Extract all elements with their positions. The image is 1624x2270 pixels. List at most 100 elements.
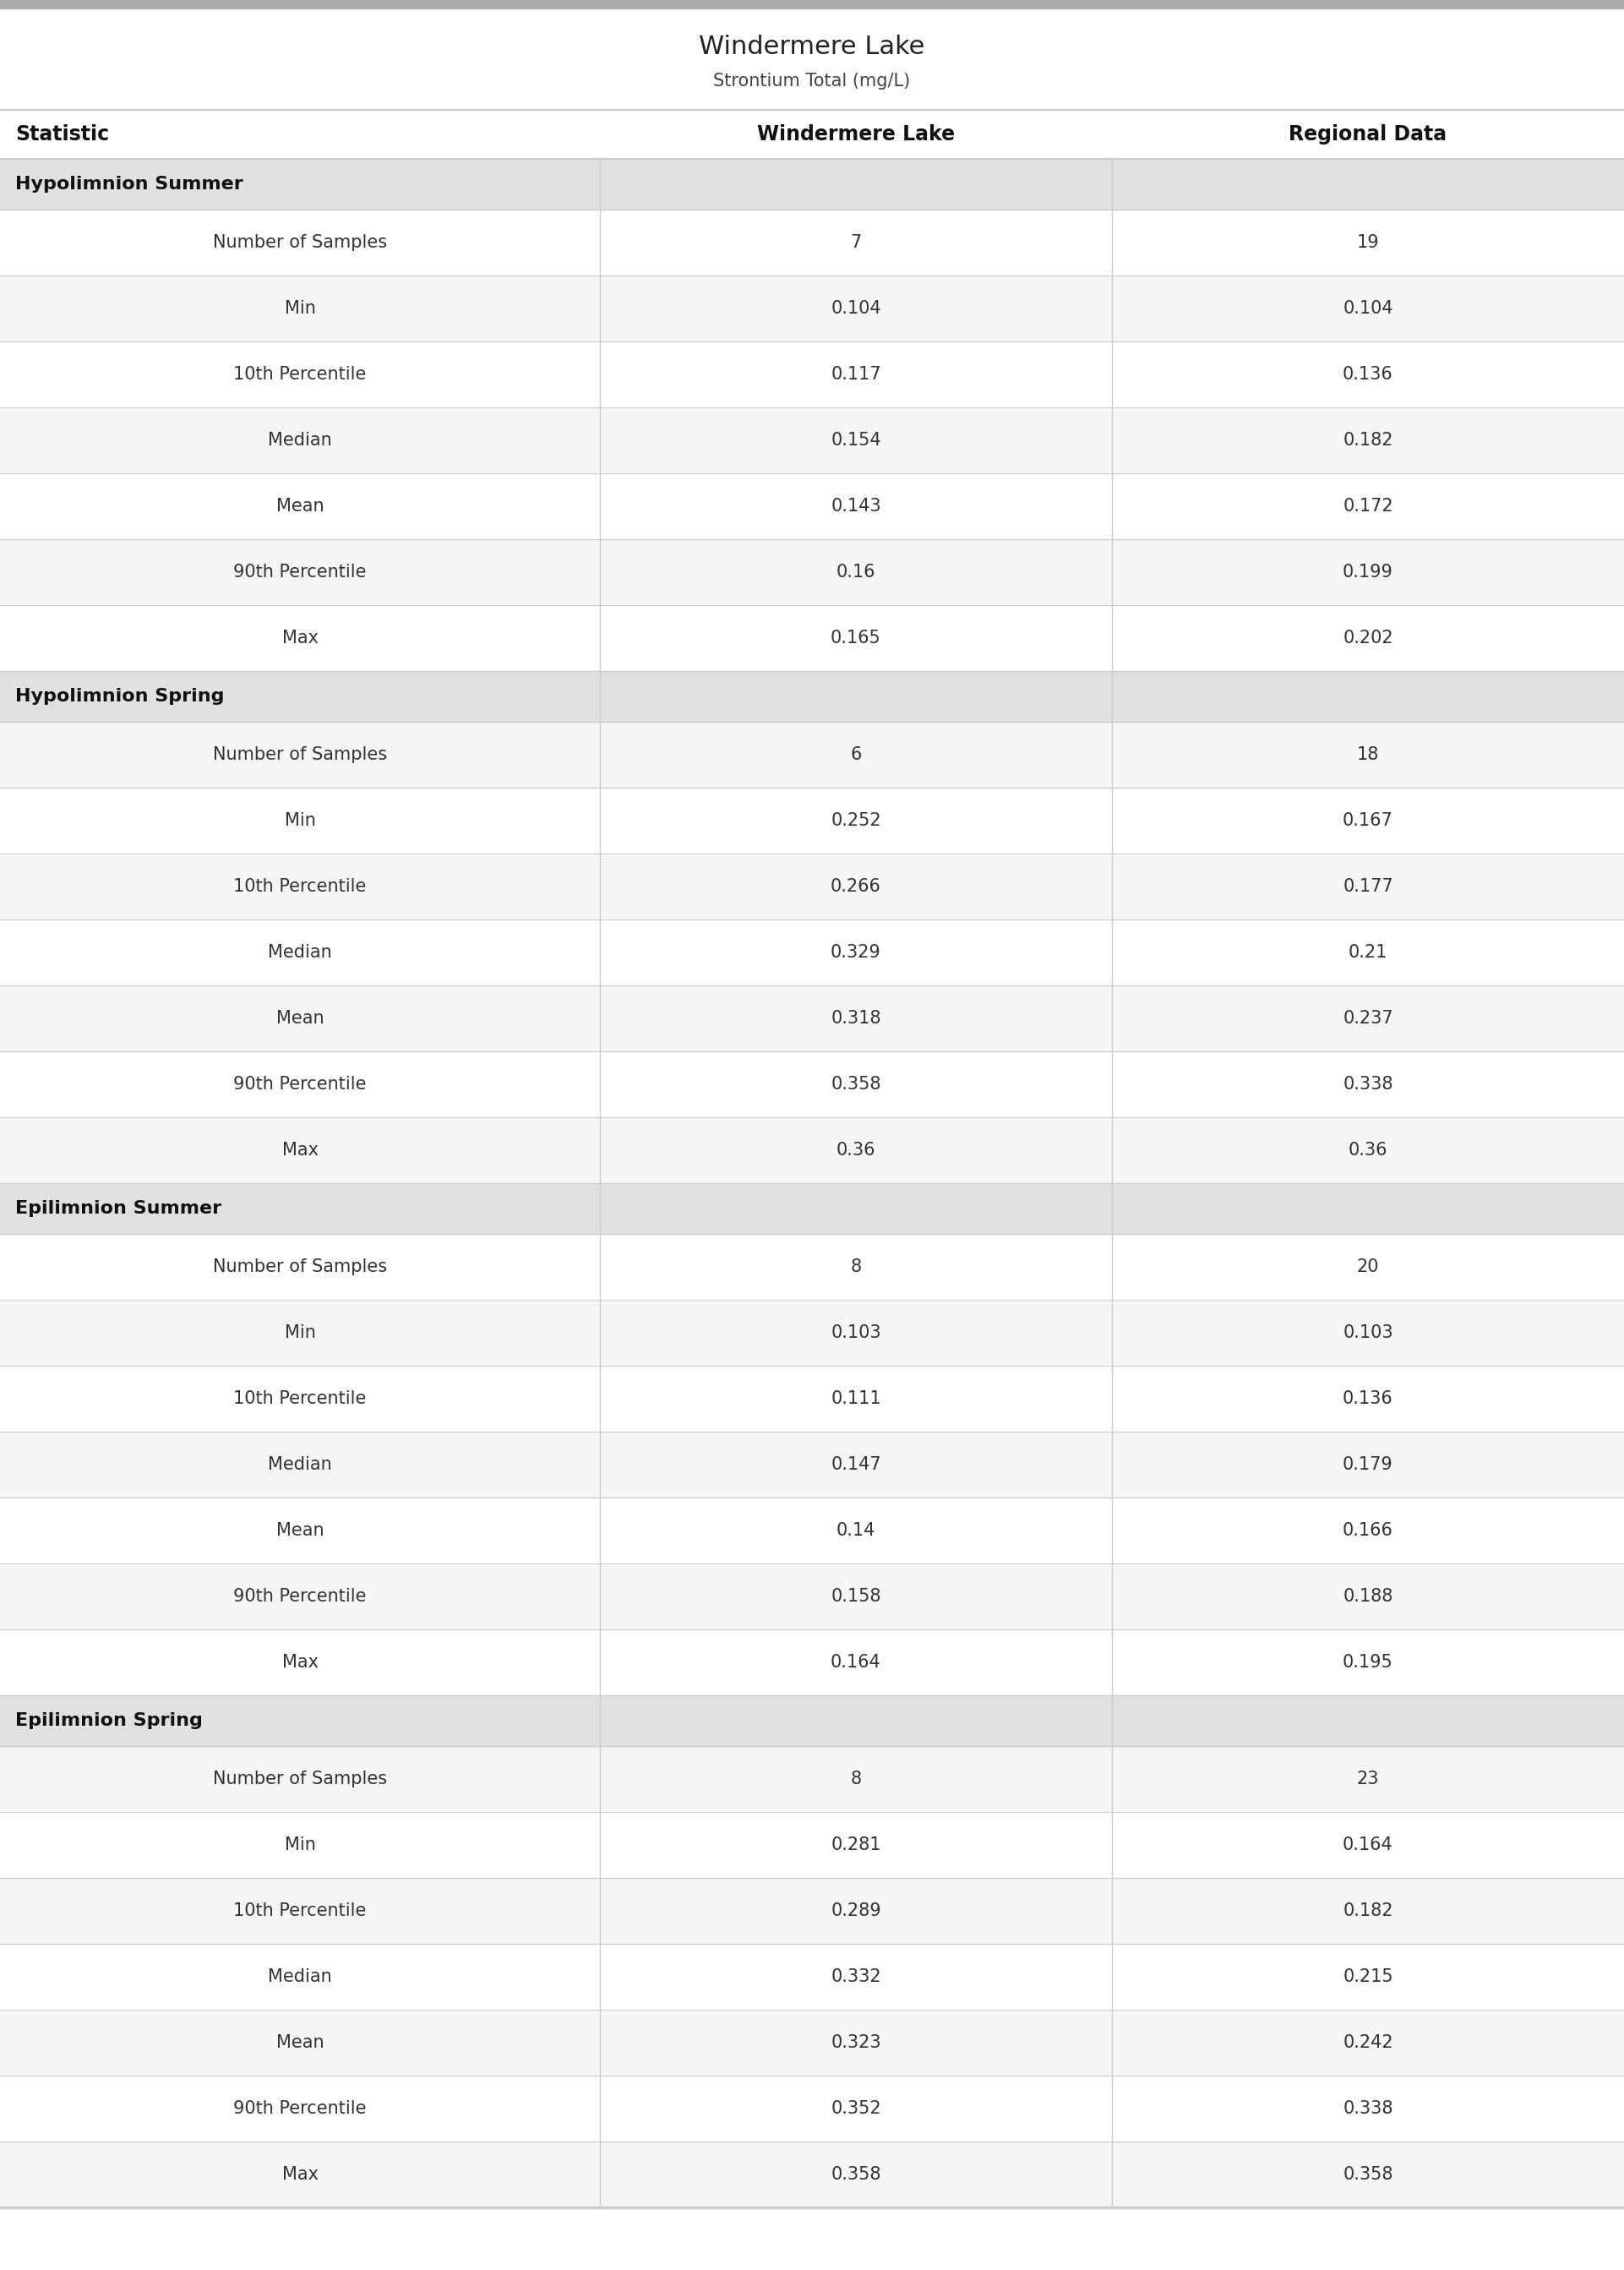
Text: 0.36: 0.36 xyxy=(836,1142,875,1158)
Text: Epilimnion Summer: Epilimnion Summer xyxy=(15,1201,221,1217)
Text: Epilimnion Spring: Epilimnion Spring xyxy=(15,1712,203,1730)
Text: 0.36: 0.36 xyxy=(1348,1142,1387,1158)
Text: 0.358: 0.358 xyxy=(831,2166,882,2184)
Text: 0.242: 0.242 xyxy=(1343,2034,1393,2052)
Text: 0.332: 0.332 xyxy=(831,1968,882,1986)
Text: 10th Percentile: 10th Percentile xyxy=(234,878,367,894)
Text: Hypolimnion Spring: Hypolimnion Spring xyxy=(15,688,224,704)
Text: 10th Percentile: 10th Percentile xyxy=(234,1902,367,1918)
Bar xyxy=(0,1746,1624,1811)
Bar xyxy=(0,1811,1624,1877)
Text: 6: 6 xyxy=(851,747,862,763)
Text: Hypolimnion Summer: Hypolimnion Summer xyxy=(15,175,244,193)
Text: Number of Samples: Number of Samples xyxy=(213,747,387,763)
Text: 0.177: 0.177 xyxy=(1343,878,1393,894)
Text: 0.199: 0.199 xyxy=(1343,563,1393,581)
Text: Mean: Mean xyxy=(276,2034,323,2052)
Text: Mean: Mean xyxy=(276,497,323,515)
Text: 0.329: 0.329 xyxy=(831,944,882,960)
Bar xyxy=(0,1943,1624,2009)
Bar xyxy=(0,788,1624,854)
Text: Max: Max xyxy=(283,1142,318,1158)
Text: 0.164: 0.164 xyxy=(1343,1836,1393,1852)
Text: 0.164: 0.164 xyxy=(831,1655,882,1671)
Text: 0.136: 0.136 xyxy=(1343,365,1393,384)
Text: Number of Samples: Number of Samples xyxy=(213,1258,387,1276)
Text: Median: Median xyxy=(268,1968,331,1986)
Text: Number of Samples: Number of Samples xyxy=(213,234,387,252)
Bar xyxy=(0,1235,1624,1301)
Bar xyxy=(0,1183,1624,1235)
Bar xyxy=(0,9,1624,109)
Text: 90th Percentile: 90th Percentile xyxy=(234,1076,367,1092)
Bar xyxy=(0,1301,1624,1367)
Bar xyxy=(0,275,1624,340)
Text: 7: 7 xyxy=(851,234,862,252)
Text: Min: Min xyxy=(284,1836,315,1852)
Text: 0.154: 0.154 xyxy=(831,431,882,449)
Text: 0.237: 0.237 xyxy=(1343,1010,1393,1026)
Text: 0.104: 0.104 xyxy=(831,300,882,318)
Text: Min: Min xyxy=(284,300,315,318)
Text: 0.352: 0.352 xyxy=(831,2100,882,2118)
Text: 0.318: 0.318 xyxy=(831,1010,882,1026)
Text: Max: Max xyxy=(283,2166,318,2184)
Text: 0.103: 0.103 xyxy=(1343,1323,1393,1342)
Text: 19: 19 xyxy=(1356,234,1379,252)
Text: 0.338: 0.338 xyxy=(1343,2100,1393,2118)
Bar xyxy=(0,1432,1624,1498)
Text: 10th Percentile: 10th Percentile xyxy=(234,1389,367,1407)
Text: Regional Data: Regional Data xyxy=(1289,125,1447,145)
Bar xyxy=(0,472,1624,540)
Text: 0.202: 0.202 xyxy=(1343,629,1393,647)
Text: Median: Median xyxy=(268,944,331,960)
Text: 0.16: 0.16 xyxy=(836,563,875,581)
Text: 0.323: 0.323 xyxy=(831,2034,882,2052)
Bar xyxy=(0,540,1624,606)
Text: 0.167: 0.167 xyxy=(1343,813,1393,829)
Text: 90th Percentile: 90th Percentile xyxy=(234,1589,367,1605)
Text: 0.188: 0.188 xyxy=(1343,1589,1393,1605)
Text: 0.182: 0.182 xyxy=(1343,431,1393,449)
Text: Number of Samples: Number of Samples xyxy=(213,1771,387,1786)
Bar xyxy=(0,919,1624,985)
Bar xyxy=(0,1696,1624,1746)
Bar xyxy=(0,406,1624,472)
Text: Median: Median xyxy=(268,1455,331,1473)
Text: 0.104: 0.104 xyxy=(1343,300,1393,318)
Text: 0.103: 0.103 xyxy=(831,1323,882,1342)
Bar xyxy=(0,0,1624,9)
Bar xyxy=(0,2009,1624,2075)
Text: 0.252: 0.252 xyxy=(831,813,882,829)
Text: 0.166: 0.166 xyxy=(1343,1523,1393,1539)
Text: Min: Min xyxy=(284,813,315,829)
Text: 0.215: 0.215 xyxy=(1343,1968,1393,1986)
Text: 0.143: 0.143 xyxy=(831,497,882,515)
Text: Mean: Mean xyxy=(276,1523,323,1539)
Text: 8: 8 xyxy=(851,1771,861,1786)
Bar xyxy=(0,159,1624,209)
Text: Mean: Mean xyxy=(276,1010,323,1026)
Text: 0.136: 0.136 xyxy=(1343,1389,1393,1407)
Bar xyxy=(0,606,1624,672)
Text: Max: Max xyxy=(283,1655,318,1671)
Bar xyxy=(0,1367,1624,1432)
Text: Windermere Lake: Windermere Lake xyxy=(757,125,955,145)
Bar xyxy=(0,722,1624,788)
Bar xyxy=(0,109,1624,159)
Text: Min: Min xyxy=(284,1323,315,1342)
Text: 0.21: 0.21 xyxy=(1348,944,1387,960)
Text: 0.158: 0.158 xyxy=(831,1589,882,1605)
Bar xyxy=(0,340,1624,406)
Text: Max: Max xyxy=(283,629,318,647)
Text: 0.172: 0.172 xyxy=(1343,497,1393,515)
Text: 0.165: 0.165 xyxy=(831,629,882,647)
Text: 90th Percentile: 90th Percentile xyxy=(234,563,367,581)
Text: 0.117: 0.117 xyxy=(831,365,882,384)
Bar xyxy=(0,672,1624,722)
Bar xyxy=(0,1564,1624,1630)
Text: 0.266: 0.266 xyxy=(830,878,882,894)
Bar xyxy=(0,209,1624,275)
Text: 90th Percentile: 90th Percentile xyxy=(234,2100,367,2118)
Text: 10th Percentile: 10th Percentile xyxy=(234,365,367,384)
